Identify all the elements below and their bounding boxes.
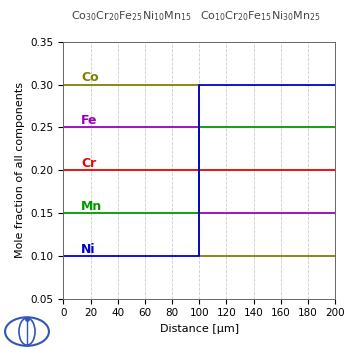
Text: Cr: Cr (81, 157, 96, 170)
Text: Co: Co (81, 71, 99, 84)
Y-axis label: Mole fraction of all components: Mole fraction of all components (15, 82, 25, 258)
Text: Co$_{30}$Cr$_{20}$Fe$_{25}$Ni$_{10}$Mn$_{15}$: Co$_{30}$Cr$_{20}$Fe$_{25}$Ni$_{10}$Mn$_… (71, 9, 192, 23)
Text: Mn: Mn (81, 200, 102, 213)
X-axis label: Distance [μm]: Distance [μm] (160, 324, 239, 334)
Text: Co$_{10}$Cr$_{20}$Fe$_{15}$Ni$_{30}$Mn$_{25}$: Co$_{10}$Cr$_{20}$Fe$_{15}$Ni$_{30}$Mn$_… (200, 9, 321, 23)
Text: Ni: Ni (81, 243, 95, 255)
Text: Fe: Fe (81, 114, 98, 127)
